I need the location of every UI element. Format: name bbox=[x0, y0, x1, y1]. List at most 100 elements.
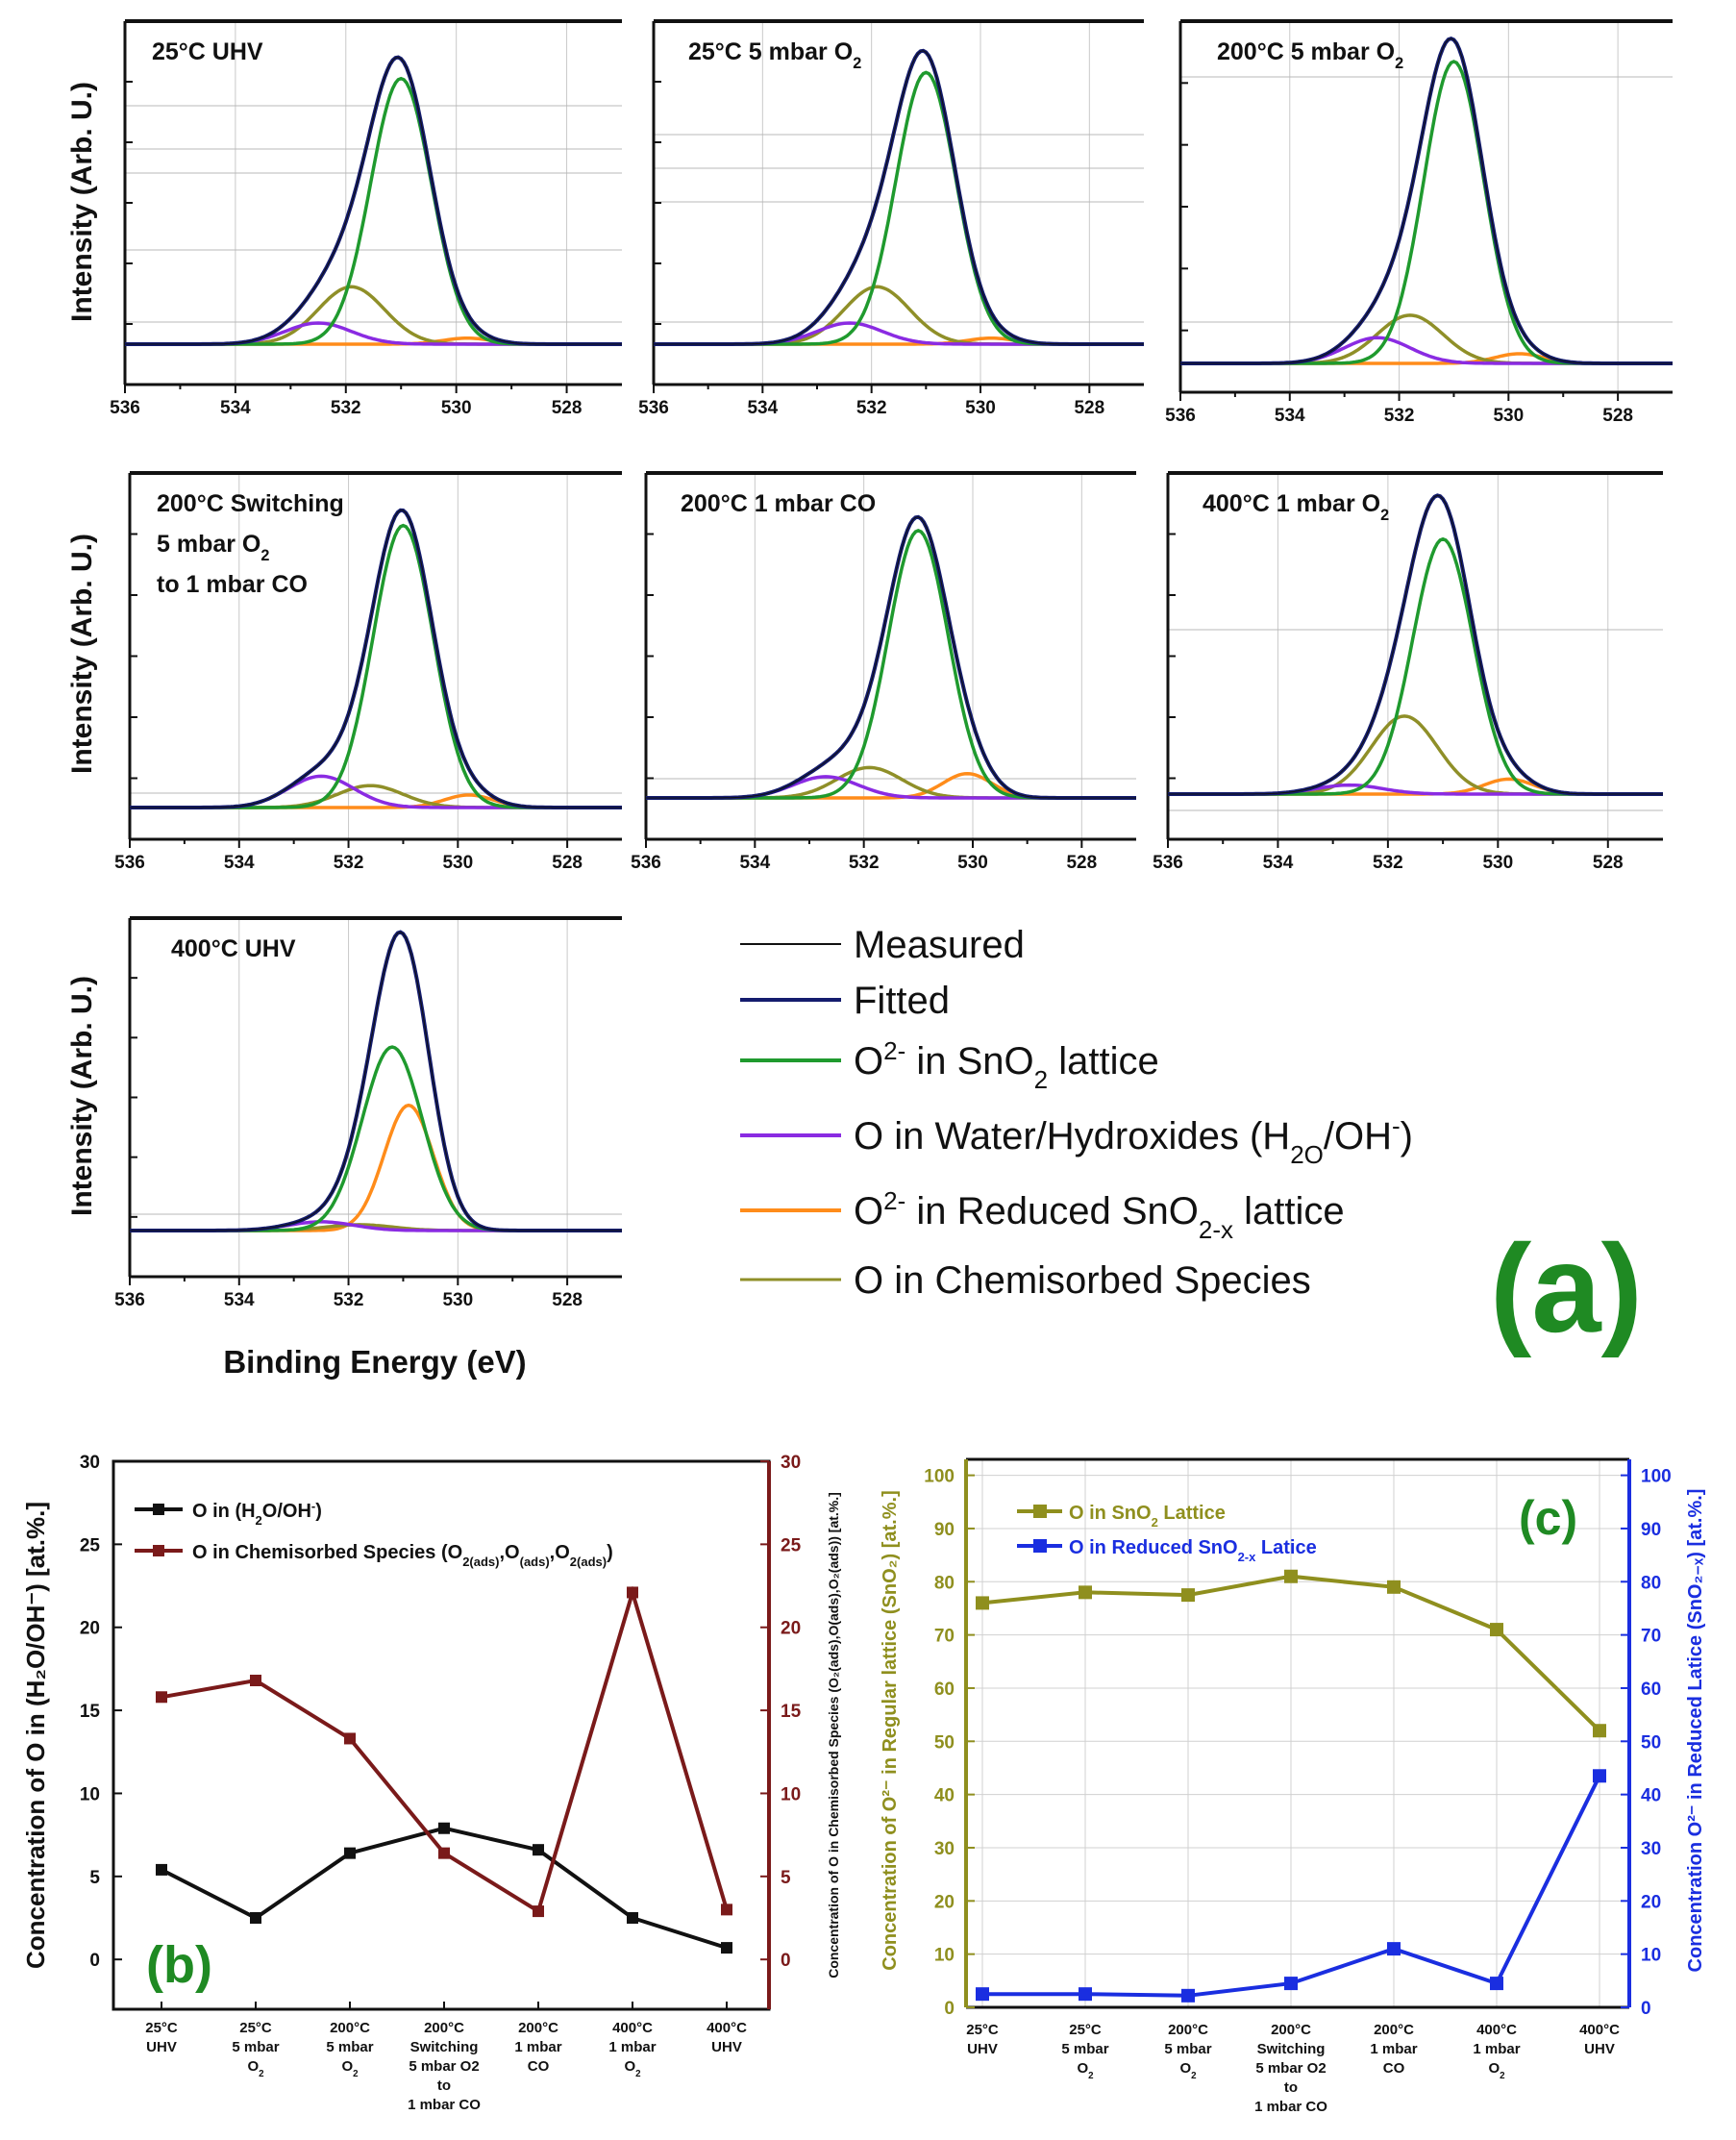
category-label: O2 bbox=[1179, 2060, 1197, 2081]
y-right-tick-label: 0 bbox=[1641, 1999, 1651, 2019]
data-point bbox=[156, 1863, 167, 1876]
y-right-tick-label: 80 bbox=[1641, 1573, 1661, 1593]
category-label: 400°C bbox=[1579, 2022, 1620, 2038]
category-label: 5 mbar O2 bbox=[409, 2058, 479, 2075]
xps-subplot-2: 536 534 532 530 528 25°C 5 mbar O2 bbox=[638, 19, 1144, 418]
x-tick-label: 536 bbox=[1153, 853, 1183, 873]
panel-c: 0 0 10 10 20 20 30 30 40 40 50 50 60 60 70 70 80 80 90 90 10… bbox=[880, 1457, 1706, 2115]
panel-label-c: (c) bbox=[1519, 1491, 1577, 1545]
category-label: O2 bbox=[341, 2058, 359, 2079]
series-lattice bbox=[130, 523, 622, 809]
y-tick-label: 30 bbox=[80, 1453, 100, 1473]
xps-subplot-6: 536 534 532 530 528 400°C 1 mbar O2 bbox=[1153, 471, 1663, 873]
y-right-tick-label: 5 bbox=[781, 1868, 791, 1888]
x-tick-label: 536 bbox=[114, 1290, 145, 1310]
y-right-tick-label: 90 bbox=[1641, 1520, 1661, 1540]
series-chemisorbed bbox=[130, 784, 622, 809]
y-tick-label: 80 bbox=[934, 1573, 955, 1593]
data-point bbox=[1284, 1569, 1298, 1583]
x-tick-label: 534 bbox=[739, 853, 770, 873]
data-point bbox=[721, 1904, 732, 1916]
category-label: 1 mbar CO bbox=[408, 2097, 481, 2113]
data-point bbox=[438, 1822, 450, 1834]
y-tick-label: 25 bbox=[80, 1535, 101, 1555]
series-lattice bbox=[646, 529, 1136, 800]
category-label: 200°C bbox=[1168, 2022, 1208, 2038]
legend-label: Measured bbox=[854, 924, 1025, 966]
subplot-title: 400°C 1 mbar O2 bbox=[1203, 490, 1389, 524]
data-point bbox=[976, 1987, 989, 2002]
series-line bbox=[161, 1585, 729, 1915]
subplot-title: 200°C 1 mbar CO bbox=[681, 490, 876, 517]
subplot-title: 400°C UHV bbox=[171, 935, 296, 962]
y-right-tick-label: 30 bbox=[781, 1453, 801, 1473]
series-lattice bbox=[130, 1045, 622, 1232]
category-label: 1 mbar bbox=[1473, 2041, 1520, 2057]
series-fitted bbox=[125, 55, 622, 346]
category-label: UHV bbox=[146, 2039, 177, 2055]
data-point bbox=[344, 1847, 356, 1859]
category-label: 25°C bbox=[1069, 2022, 1102, 2038]
y-right-tick-label: 15 bbox=[781, 1702, 802, 1722]
data-point bbox=[1490, 1977, 1503, 1991]
y-right-axis-label: Concentration of O in Chemisorbed Specie… bbox=[826, 1492, 841, 1978]
y-right-tick-label: 25 bbox=[781, 1535, 802, 1555]
y-tick-label: 30 bbox=[934, 1839, 955, 1859]
y-tick-label: 15 bbox=[80, 1702, 101, 1722]
category-label: 5 mbar bbox=[1164, 2041, 1211, 2057]
y-right-tick-label: 20 bbox=[1641, 1892, 1661, 1912]
category-label: 200°C bbox=[1271, 2022, 1311, 2038]
y-right-tick-label: 60 bbox=[1641, 1680, 1661, 1700]
x-tick-label: 530 bbox=[957, 853, 988, 873]
category-label: 200°C bbox=[424, 2020, 464, 2036]
data-point bbox=[1181, 1988, 1195, 2003]
x-tick-label: 532 bbox=[849, 853, 880, 873]
y-tick-label: 0 bbox=[944, 1999, 955, 2019]
category-label: O2 bbox=[247, 2058, 264, 2079]
x-tick-label: 530 bbox=[1493, 406, 1524, 426]
y-axis-label: Intensity (Arb. U.) bbox=[66, 976, 98, 1216]
legend-label: O in Chemisorbed Species bbox=[854, 1259, 1311, 1302]
series-water bbox=[654, 321, 1144, 346]
legend-b: O in (H2O/OH-) O in Chemisorbed Species (… bbox=[135, 1499, 613, 1569]
category-label: 5 mbar bbox=[1061, 2041, 1108, 2057]
category-label: 5 mbar bbox=[326, 2039, 373, 2055]
x-tick-label: 536 bbox=[631, 853, 661, 873]
x-tick-label: 532 bbox=[1384, 406, 1415, 426]
series-fitted bbox=[1168, 493, 1663, 796]
legend-marker bbox=[153, 1545, 164, 1556]
y-axis-label: Intensity (Arb. U.) bbox=[66, 82, 98, 322]
y-tick-label: 10 bbox=[80, 1784, 100, 1804]
series-chemisorbed bbox=[125, 285, 622, 346]
category-label: UHV bbox=[967, 2041, 998, 2057]
xps-subplot-3: 536 534 532 530 528 200°C 5 mbar O2 bbox=[1165, 19, 1673, 426]
xps-subplot-5: 536 534 532 530 528 200°C 1 mbar CO bbox=[631, 471, 1136, 873]
data-point bbox=[1387, 1942, 1401, 1956]
x-tick-label: 528 bbox=[552, 853, 583, 873]
legend-label: Fitted bbox=[854, 980, 950, 1022]
y-tick-label: 40 bbox=[934, 1786, 955, 1806]
legend-marker bbox=[1033, 1505, 1047, 1518]
y-right-tick-label: 70 bbox=[1641, 1627, 1661, 1647]
panel-label-b: (b) bbox=[146, 1936, 212, 1994]
subplot-title: 25°C 5 mbar O2 bbox=[688, 38, 861, 72]
y-right-tick-label: 100 bbox=[1641, 1467, 1672, 1487]
x-tick-label: 532 bbox=[856, 398, 887, 418]
legend-label: O in Reduced SnO2-x Latice bbox=[1069, 1537, 1317, 1564]
series-chemisorbed bbox=[1168, 714, 1663, 796]
data-point bbox=[627, 1586, 638, 1599]
category-label: 200°C bbox=[330, 2020, 370, 2036]
series-fitted bbox=[646, 514, 1136, 800]
data-point bbox=[1079, 1585, 1092, 1600]
category-label: 5 mbar bbox=[232, 2039, 279, 2055]
category-label: 1 mbar bbox=[608, 2039, 656, 2055]
series-water bbox=[1180, 336, 1673, 365]
y-right-tick-label: 10 bbox=[1641, 1946, 1661, 1966]
data-point bbox=[533, 1844, 544, 1856]
data-point bbox=[1490, 1623, 1503, 1637]
data-point bbox=[627, 1912, 638, 1924]
series-water bbox=[125, 321, 622, 346]
x-tick-label: 534 bbox=[1263, 853, 1294, 873]
xps-subplot-7: 536 534 532 530 528 400°C UHV bbox=[114, 916, 622, 1310]
